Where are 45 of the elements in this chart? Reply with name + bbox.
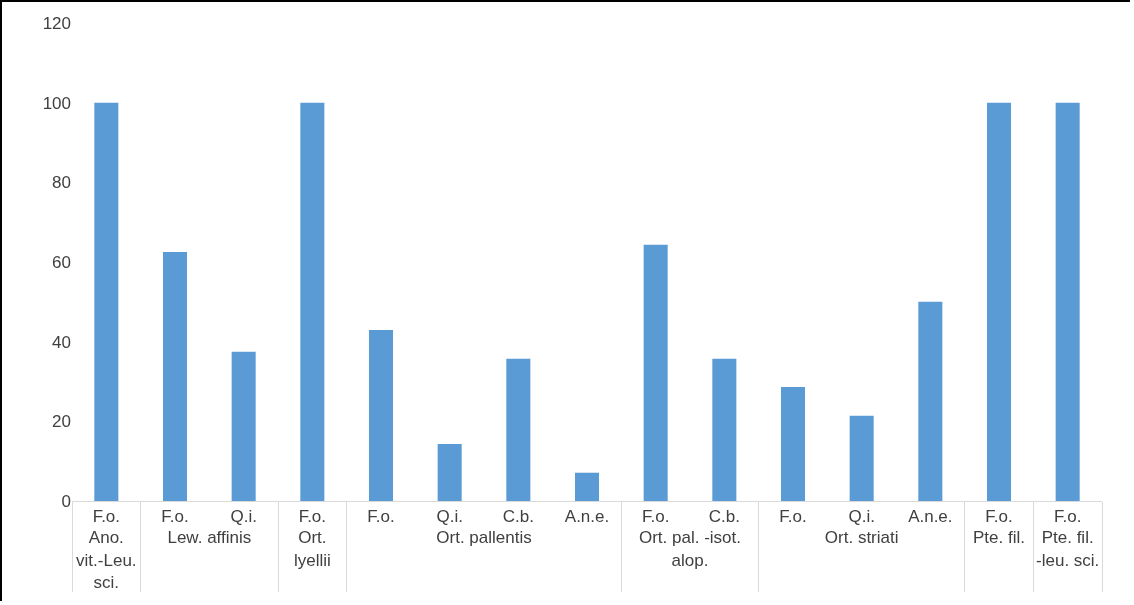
y-tick-label: 80: [52, 173, 71, 193]
category-label: F.o.: [779, 507, 807, 527]
category-label: A.n.e.: [564, 507, 610, 527]
y-tick-label: 20: [52, 412, 71, 432]
bar: [849, 415, 874, 501]
category-label: F.o.: [92, 507, 121, 527]
y-tick-label: 120: [42, 13, 71, 33]
bar: [94, 102, 119, 501]
category-label: Pte. fil. -leu. sci.: [1036, 528, 1100, 570]
category-label: C.b.: [502, 507, 534, 527]
bar: [506, 358, 531, 501]
category-label: Pte. fil.: [973, 528, 1025, 548]
bar: [368, 330, 394, 501]
category-label: F.o.: [367, 507, 395, 527]
bar: [780, 387, 806, 501]
y-tick-label: 40: [52, 332, 71, 352]
category-label: F.o.: [641, 507, 670, 527]
bar: [300, 102, 325, 501]
category-label: F.o.: [1053, 507, 1082, 527]
bar: [986, 102, 1012, 501]
category-label: Q.i.: [230, 507, 257, 527]
category-label: Q.i.: [436, 507, 463, 527]
y-tick-label: 60: [52, 252, 71, 272]
bar: [643, 244, 668, 501]
bar: [162, 252, 188, 501]
bar: [574, 472, 600, 501]
category-label: Q.i.: [848, 507, 875, 527]
bar: [231, 351, 256, 501]
category-label: A.n.e.: [908, 507, 953, 527]
bar: [1055, 102, 1080, 501]
y-tick-label: 0: [61, 491, 71, 511]
category-label: F.o.: [298, 507, 327, 527]
category-label: Ort. pallentis: [436, 528, 532, 548]
category-label: F.o.: [985, 507, 1013, 527]
category-label: Ort. lyellii: [293, 528, 331, 570]
category-label: C.b.: [708, 507, 740, 527]
bar: [918, 301, 943, 501]
category-label: Lew. affinis: [167, 528, 252, 548]
category-label: Ano. vit.-Leu. sci.: [76, 528, 137, 592]
bar: [712, 358, 737, 501]
category-label: Ort. striati: [824, 528, 899, 548]
bar: [437, 444, 462, 501]
y-tick-label: 100: [42, 93, 71, 113]
category-label: F.o.: [161, 507, 189, 527]
category-label: Ort. pal. -isot. alop.: [638, 528, 742, 570]
